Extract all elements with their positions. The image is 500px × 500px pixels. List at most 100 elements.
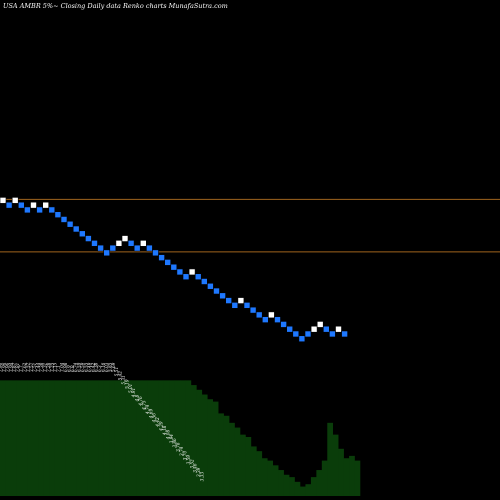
renko-brick-down	[225, 297, 232, 304]
volume-bar	[207, 399, 214, 496]
volume-bar	[0, 380, 6, 496]
volume-bar	[92, 380, 99, 496]
price-label: 6.38	[94, 362, 99, 372]
renko-brick-up	[140, 240, 147, 247]
volume-bar	[43, 380, 50, 496]
volume-bar	[245, 437, 252, 496]
reference-lines	[0, 198, 500, 253]
volume-bar	[5, 380, 12, 496]
volume-bar	[87, 380, 94, 496]
price-label: 4.29	[159, 421, 164, 432]
volume-bar	[27, 380, 34, 496]
renko-brick-up	[30, 201, 37, 209]
renko-brick-up	[42, 201, 50, 209]
renko-brick-down	[231, 302, 239, 309]
price-label: 6.03	[104, 362, 109, 372]
renko-brick-down	[109, 244, 117, 252]
volume-bar	[240, 434, 246, 496]
price-label: 4.18	[162, 425, 167, 436]
volume-bar	[201, 394, 208, 496]
price-label: 6.59	[77, 362, 82, 372]
volume-bar	[120, 380, 126, 496]
renko-brick-down	[97, 244, 104, 252]
volume-bar	[152, 380, 159, 496]
renko-brick-down	[261, 316, 269, 323]
renko-brick-down	[243, 302, 251, 309]
volume-bar	[354, 460, 361, 496]
renko-brick-up	[335, 325, 342, 333]
volume-bar	[218, 413, 224, 496]
chart-title: USA AMBR 5%~ Closing Daily data Renko ch…	[3, 2, 228, 10]
price-label: 6.8	[70, 365, 75, 372]
price-label: 6.9	[66, 365, 71, 372]
volume-bar	[272, 465, 279, 496]
renko-brick-down	[103, 249, 110, 257]
volume-bar	[125, 380, 132, 496]
renko-brick-down	[164, 259, 171, 266]
volume-bar	[32, 380, 39, 496]
price-label: 7.57	[29, 362, 34, 372]
price-label: 7.44	[36, 362, 41, 372]
renko-brick-down	[60, 216, 68, 223]
volume-bar	[212, 401, 219, 496]
renko-brick-down	[213, 287, 220, 295]
price-label: 5.85	[107, 362, 112, 372]
volume-bar	[136, 380, 143, 496]
renko-brick-down	[286, 325, 294, 333]
volume-bar	[338, 448, 344, 496]
volume-bar	[250, 446, 257, 496]
volume-bar	[180, 380, 186, 496]
volume-bar	[332, 434, 339, 496]
renko-brick-down	[36, 206, 43, 214]
renko-brick-down	[54, 211, 62, 218]
price-label: 5.01	[128, 384, 133, 393]
price-label: 3.78	[176, 442, 181, 452]
volume-bar	[10, 380, 17, 496]
renko-brick-down	[249, 306, 257, 314]
volume-bar	[267, 460, 274, 496]
price-label: 7.7	[19, 365, 24, 372]
renko-brick-down	[5, 201, 13, 209]
price-label: 3.46	[193, 463, 198, 473]
renko-brick-down	[219, 292, 226, 300]
volume-bar	[196, 389, 203, 496]
volume-bar	[174, 380, 181, 496]
price-label: 4.8	[135, 394, 140, 402]
price-label: 7.94	[8, 362, 13, 372]
volume-bar	[70, 380, 77, 496]
volume-bar	[327, 422, 334, 496]
renko-brick-up	[115, 240, 123, 247]
volume-bar	[147, 380, 154, 496]
renko-brick-down	[207, 282, 214, 290]
renko-brick-down	[322, 325, 330, 333]
volume-bar	[16, 380, 23, 496]
volume-bar	[190, 385, 197, 496]
renko-brick-down	[85, 235, 92, 242]
price-label: 5.69	[111, 362, 116, 372]
volume-bar	[261, 458, 268, 496]
volume-bar	[98, 380, 104, 496]
price-label: 7.62	[22, 362, 27, 372]
volume-bar	[141, 380, 148, 496]
volume-bar	[229, 422, 235, 496]
price-label: 7.04	[60, 362, 65, 372]
price-label: 7.38	[39, 362, 44, 372]
volume-bar	[65, 380, 72, 496]
price-label: 7.96	[5, 362, 10, 372]
price-label: 4.76	[138, 396, 143, 407]
volume-bar	[349, 455, 355, 496]
volume-bar	[223, 415, 230, 496]
renko-brick-down	[66, 220, 74, 228]
price-label: 6.3	[97, 365, 102, 372]
price-label: 6.98	[63, 362, 68, 372]
price-label: 7.1	[56, 365, 61, 372]
renko-brick-down	[170, 263, 178, 271]
renko-brick-up	[121, 235, 129, 242]
volume-bar	[185, 380, 192, 496]
volume-bar	[60, 380, 66, 496]
price-label: 3.86	[172, 438, 177, 448]
price-label: 6.74	[73, 362, 78, 372]
renko-bricks	[0, 197, 348, 343]
volume-bar	[130, 380, 137, 496]
volume-bar	[109, 380, 115, 496]
